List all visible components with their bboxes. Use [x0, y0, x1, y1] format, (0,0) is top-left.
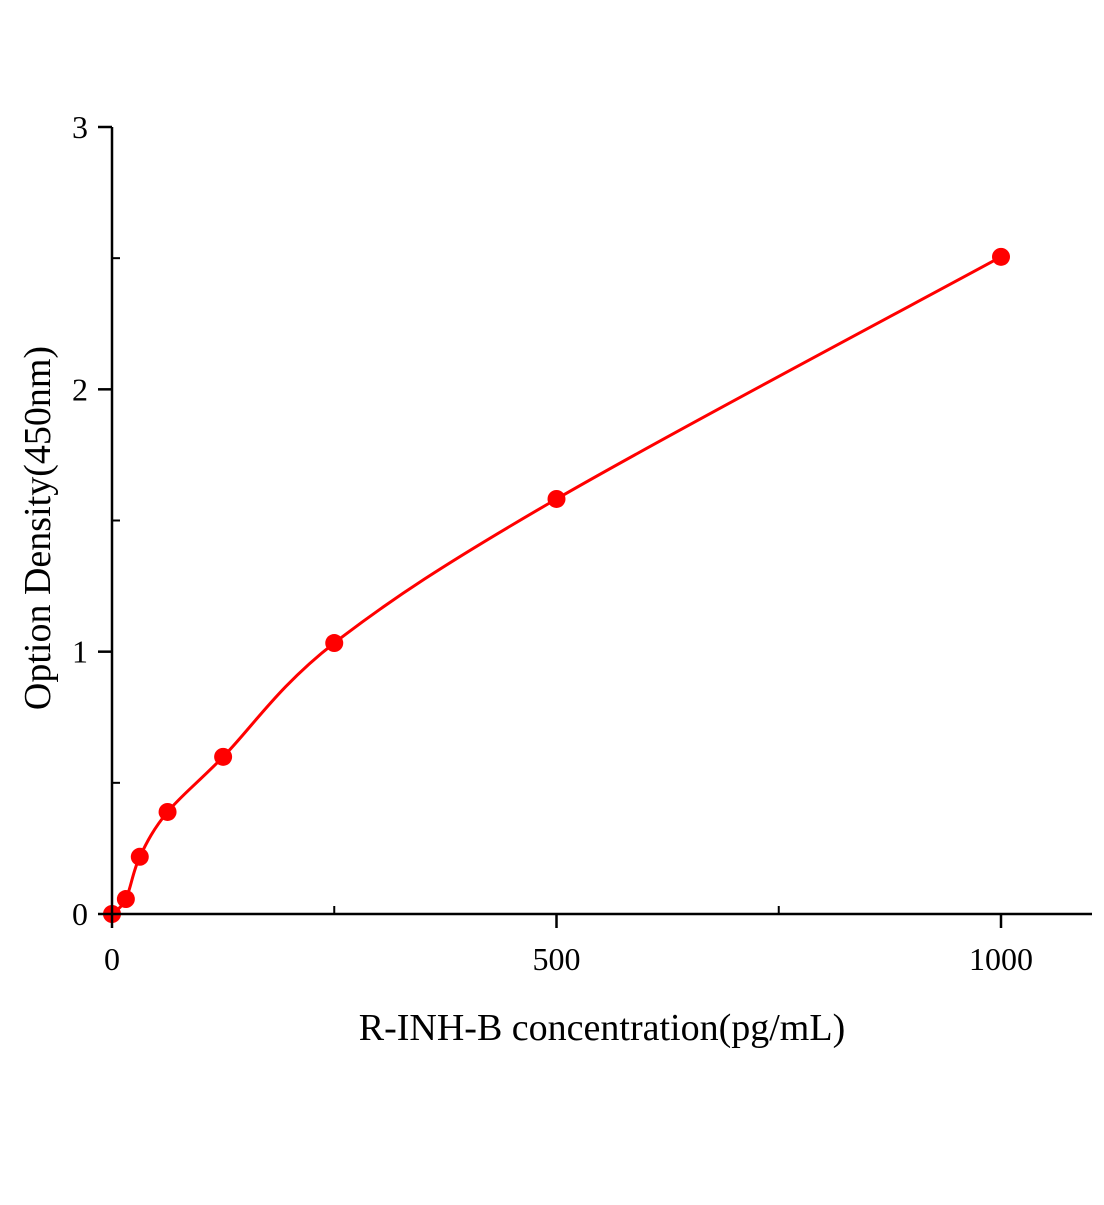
data-point [214, 747, 233, 766]
x-tick-label: 0 [104, 941, 120, 977]
x-tick-label: 1000 [969, 941, 1033, 977]
y-tick-label: 2 [72, 371, 88, 407]
y-tick-label: 1 [72, 634, 88, 670]
data-point [992, 247, 1010, 266]
data-point [547, 489, 566, 508]
data-point [130, 847, 149, 866]
fit-curve [110, 255, 1002, 916]
y-tick-label: 0 [72, 896, 88, 932]
y-axis-label: Option Density(450nm) [17, 346, 59, 710]
x-tick-label: 500 [533, 941, 581, 977]
data-point [116, 890, 135, 909]
data-point [325, 634, 344, 653]
data-point [158, 802, 177, 821]
x-axis-label: R-INH-B concentration(pg/mL) [359, 1007, 845, 1049]
y-tick-label: 3 [72, 109, 88, 145]
